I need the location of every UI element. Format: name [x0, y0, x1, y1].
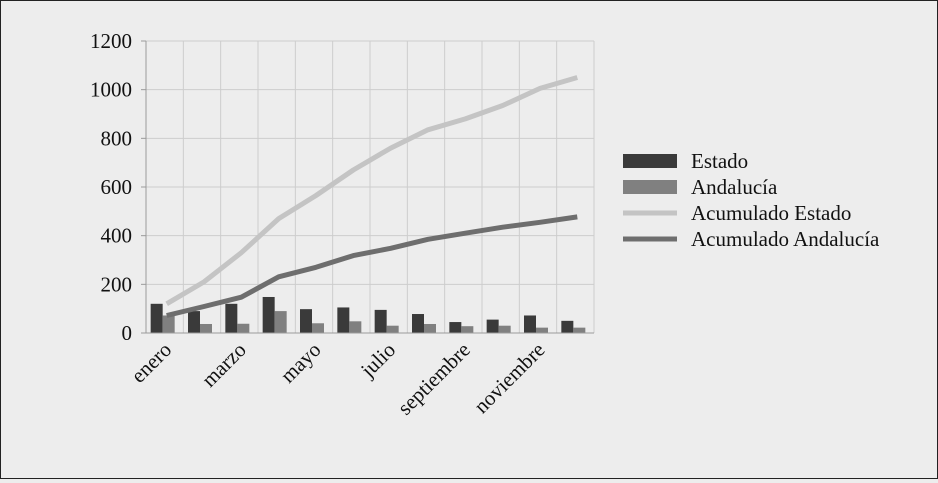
bar-andalucia-enero — [162, 315, 175, 333]
y-tick-label-0: 0 — [122, 321, 133, 345]
bar-andalucia-septiembre — [461, 326, 474, 333]
bar-estado-abril — [262, 296, 275, 333]
line-acumulado-estado — [165, 75, 579, 306]
legend-label-andalucia: Andalucía — [691, 175, 778, 199]
bar-estado-septiembre — [449, 322, 462, 333]
legend-label-estado: Estado — [691, 149, 748, 173]
bar-estado-agosto — [412, 314, 424, 333]
grid-lines — [145, 40, 595, 334]
bars — [150, 296, 586, 333]
x-tick-label-marzo: marzo — [197, 338, 251, 392]
bar-estado-noviembre — [524, 315, 536, 333]
bar-andalucia-agosto — [424, 323, 436, 333]
x-tick-label-enero: enero — [126, 338, 176, 388]
bar-estado-marzo — [225, 303, 238, 333]
y-tick-label-800: 800 — [101, 126, 133, 150]
bar-andalucia-julio — [386, 325, 399, 333]
line-acumulado-andalucia — [166, 214, 578, 318]
y-tick-label-1200: 1200 — [90, 29, 132, 53]
x-tick-label-julio: julio — [355, 338, 400, 383]
legend-swatch-andalucia — [623, 180, 677, 194]
bar-estado-julio — [374, 309, 387, 333]
bar-estado-mayo — [300, 309, 312, 333]
y-tick-label-400: 400 — [101, 224, 133, 248]
bar-andalucia-febrero — [200, 323, 212, 333]
x-tick-label-mayo: mayo — [276, 338, 326, 388]
series-lines — [165, 75, 579, 318]
legend-label-acumulado-estado: Acumulado Estado — [691, 201, 851, 225]
bar-andalucia-junio — [349, 321, 362, 333]
legend-swatch-estado — [623, 154, 677, 168]
bar-andalucia-marzo — [237, 323, 250, 333]
bar-estado-octubre — [486, 319, 499, 333]
bar-estado-junio — [337, 307, 350, 333]
bar-andalucia-mayo — [312, 323, 324, 333]
y-tick-label-200: 200 — [101, 272, 133, 296]
y-tick-label-600: 600 — [101, 175, 133, 199]
bar-estado-enero — [150, 303, 163, 333]
x-tick-label-noviembre: noviembre — [469, 338, 549, 418]
x-tick-label-septiembre: septiembre — [393, 338, 475, 420]
bar-estado-diciembre — [561, 320, 574, 333]
y-axis: 0 200 400 600 800 1000 1200 — [90, 29, 147, 345]
bar-andalucia-diciembre — [573, 327, 586, 333]
y-tick-label-1000: 1000 — [90, 78, 132, 102]
bar-andalucia-noviembre — [536, 327, 548, 333]
bar-estado-febrero — [188, 311, 200, 333]
legend-label-acumulado-andalucia: Acumulado Andalucía — [691, 227, 880, 251]
bar-andalucia-octubre — [498, 325, 511, 333]
bar-andalucia-abril — [274, 311, 287, 333]
